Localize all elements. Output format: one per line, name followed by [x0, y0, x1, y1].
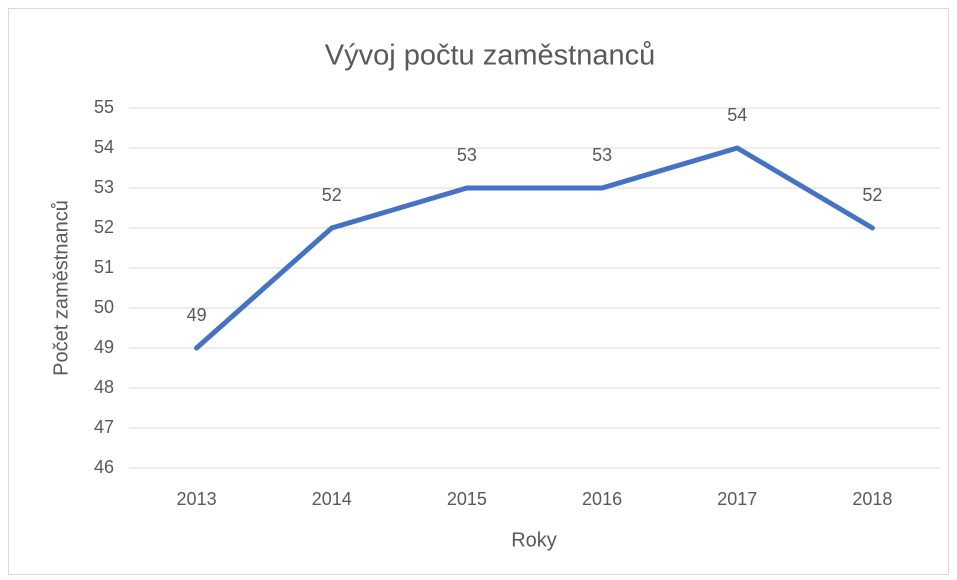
data-label: 52: [862, 185, 882, 205]
chart-frame: [8, 8, 949, 575]
x-tick-label: 2015: [447, 489, 487, 509]
data-label: 53: [457, 145, 477, 165]
x-tick-label: 2018: [852, 489, 892, 509]
y-tick-label: 55: [94, 97, 114, 117]
data-line: [194, 145, 875, 351]
y-tick-label: 47: [94, 417, 114, 437]
x-tick-label: 2016: [582, 489, 622, 509]
x-tick-label: 2017: [717, 489, 757, 509]
y-axis-label: Počet zaměstnanců: [50, 200, 72, 376]
y-tick-label: 50: [94, 297, 114, 317]
y-tick-label: 46: [94, 457, 114, 477]
data-label: 54: [727, 105, 747, 125]
data-label: 52: [322, 185, 342, 205]
y-tick-label: 48: [94, 377, 114, 397]
y-tick-label: 53: [94, 177, 114, 197]
x-tick-label: 2014: [312, 489, 352, 509]
y-tick-label: 51: [94, 257, 114, 277]
x-tick-label: 2013: [177, 489, 217, 509]
data-label: 49: [187, 305, 207, 325]
y-tick-label: 49: [94, 337, 114, 357]
data-label: 53: [592, 145, 612, 165]
y-tick-label: 54: [94, 137, 114, 157]
x-axis-label: Roky: [511, 529, 557, 551]
chart-title: Vývoj počtu zaměstnanců: [325, 40, 655, 72]
y-tick-label: 52: [94, 217, 114, 237]
